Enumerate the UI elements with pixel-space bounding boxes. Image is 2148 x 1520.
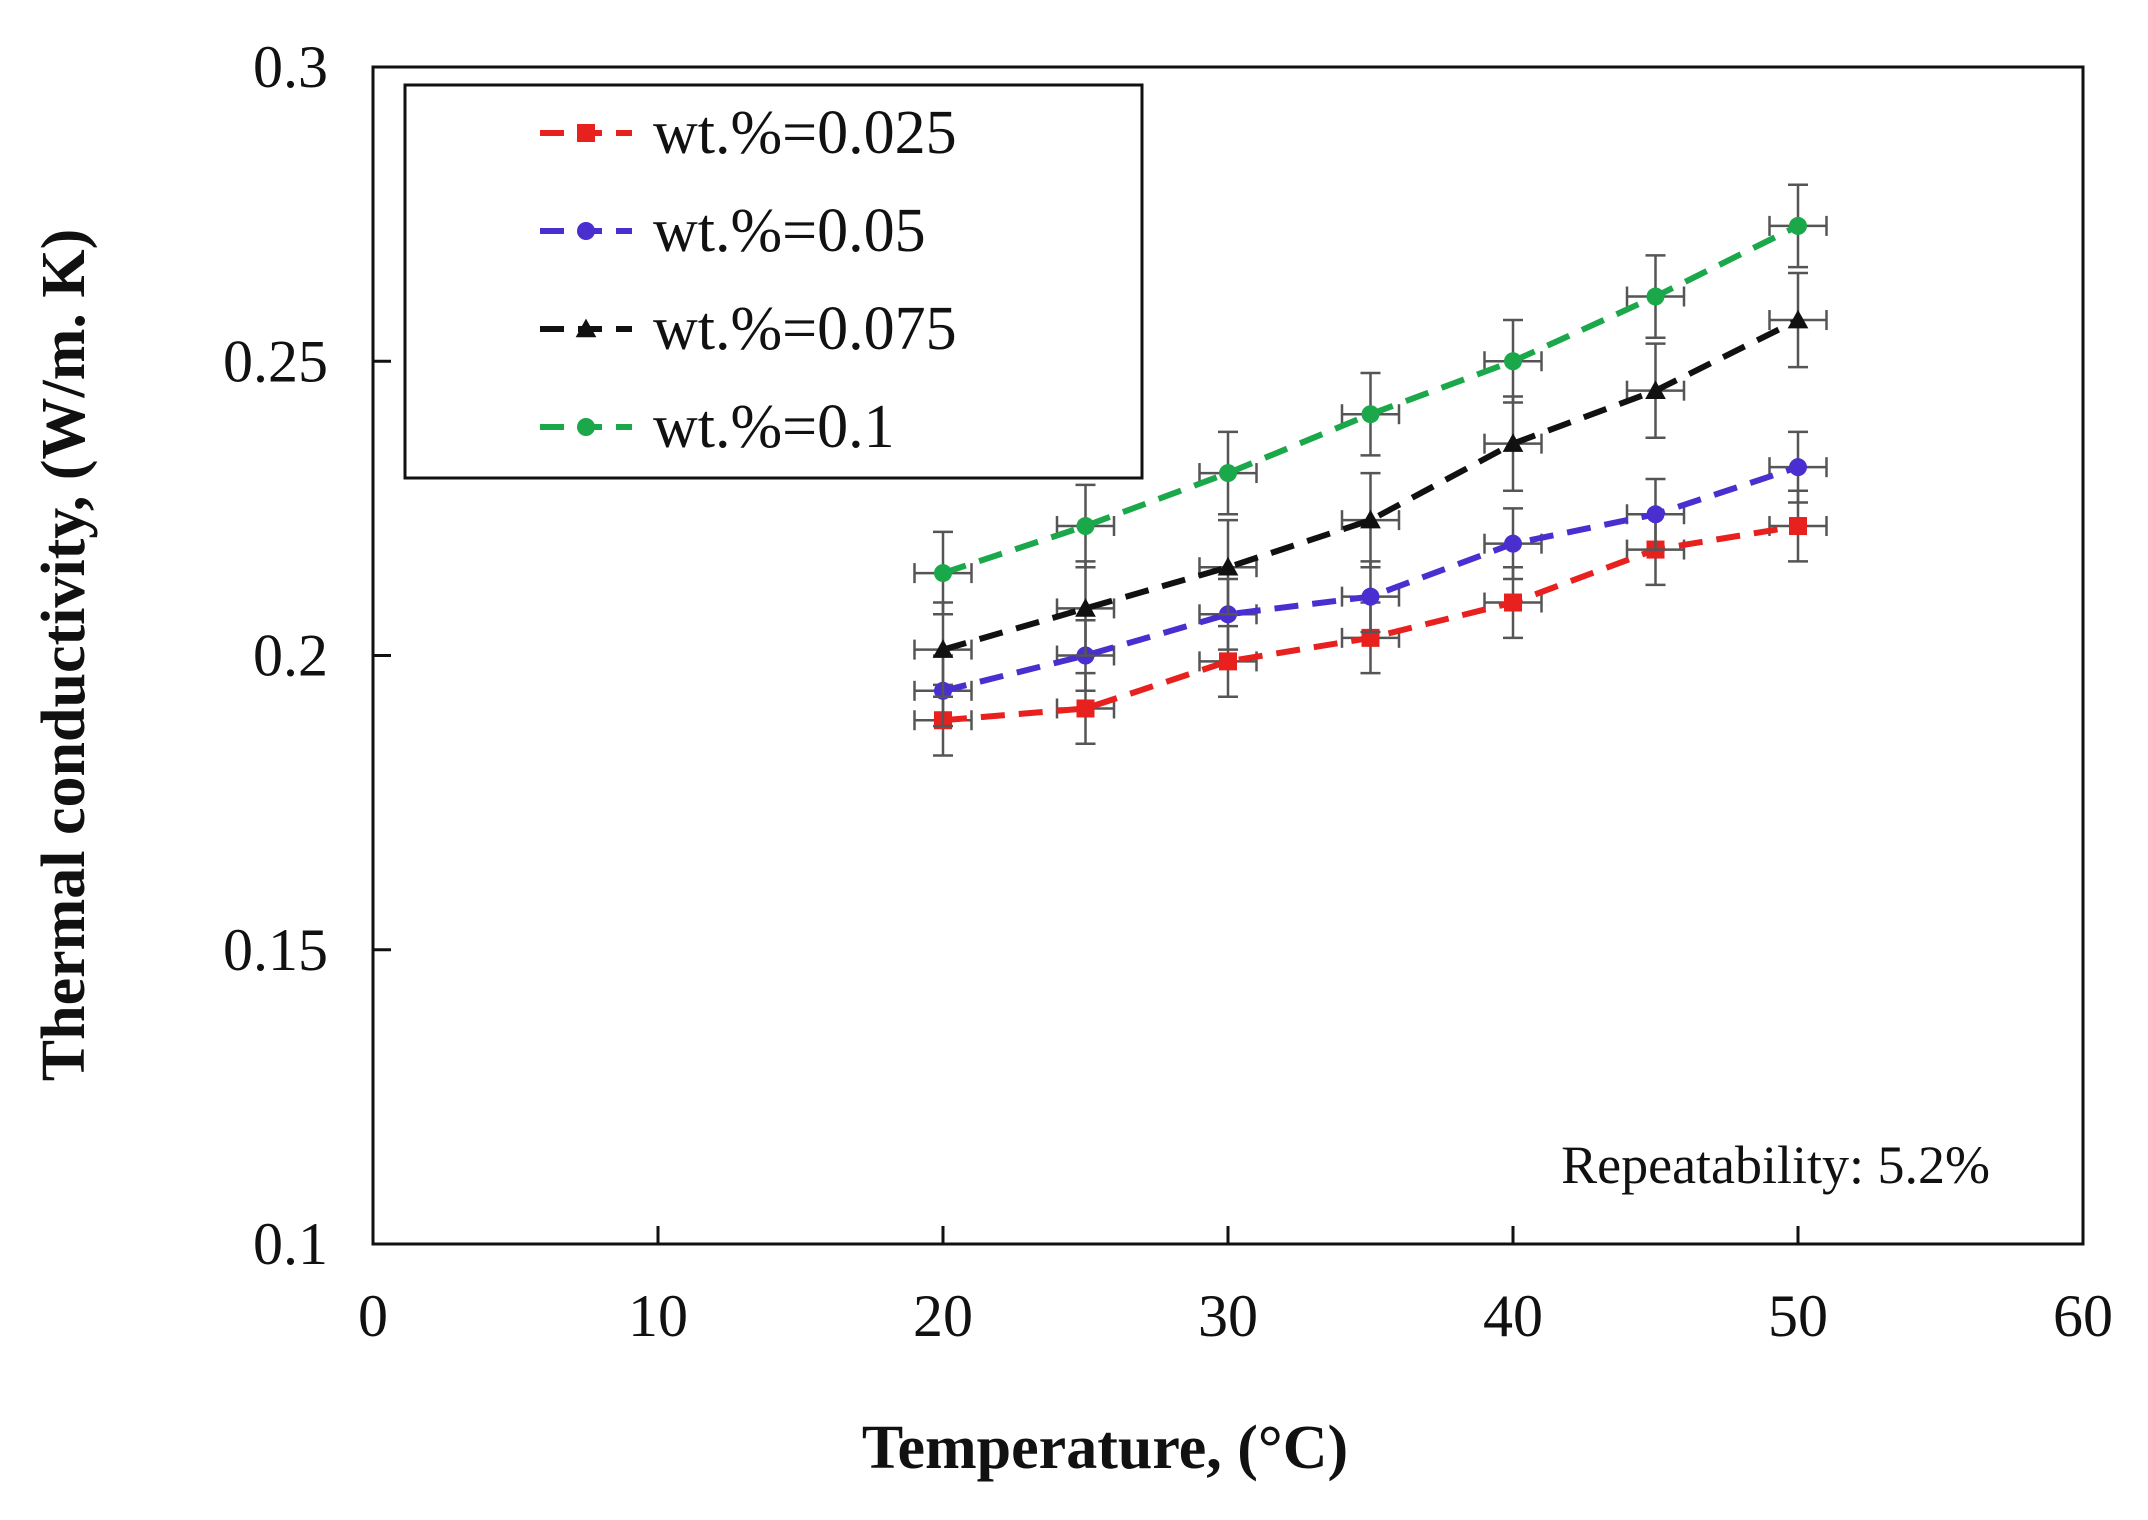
data-point xyxy=(1504,593,1522,612)
legend-label: wt.%=0.1 xyxy=(653,393,895,461)
x-tick-label: 40 xyxy=(1483,1283,1543,1349)
legend-entry: wt.%=0.1 xyxy=(540,393,895,461)
legend-entry: wt.%=0.05 xyxy=(540,197,926,265)
legend-swatch-marker xyxy=(575,318,597,338)
data-point xyxy=(1360,509,1381,529)
legend-entry: wt.%=0.025 xyxy=(540,99,957,167)
data-point xyxy=(1789,216,1807,235)
legend-label: wt.%=0.05 xyxy=(653,197,926,265)
y-tick-label: 0.2 xyxy=(253,623,328,689)
legend-box xyxy=(403,83,1144,480)
legend-swatch-marker xyxy=(577,418,595,436)
data-point xyxy=(1504,534,1522,553)
legend-label: wt.%=0.075 xyxy=(653,295,957,363)
data-point xyxy=(1789,517,1807,536)
data-point xyxy=(1361,628,1380,647)
data-point xyxy=(1504,352,1522,371)
y-tick-label: 0.3 xyxy=(253,34,328,100)
data-point xyxy=(1787,309,1809,329)
data-point xyxy=(934,564,952,583)
data-point xyxy=(1789,458,1807,477)
data-point xyxy=(1075,598,1096,617)
data-point xyxy=(932,639,954,658)
data-point xyxy=(1361,587,1380,606)
legend-label: wt.%=0.025 xyxy=(653,99,957,167)
data-point xyxy=(1646,287,1665,306)
x-tick-label: 60 xyxy=(2053,1283,2113,1349)
x-tick-label: 0 xyxy=(358,1283,388,1349)
data-point xyxy=(1217,556,1239,576)
y-tick-label: 0.25 xyxy=(223,328,328,394)
series-layer xyxy=(913,183,1828,757)
y-tick-label: 0.1 xyxy=(253,1211,328,1277)
data-point xyxy=(1219,464,1237,483)
x-tick-label: 10 xyxy=(628,1283,688,1349)
x-tick-label: 30 xyxy=(1198,1283,1258,1349)
x-axis: 0 10 20 30 40 50 60 xyxy=(358,1226,2113,1349)
data-point xyxy=(1076,699,1095,718)
series-wt-0-075 xyxy=(913,271,1828,698)
repeatability-annotation: Repeatability: 5.2% xyxy=(1561,1135,1990,1195)
y-tick-label: 0.15 xyxy=(223,917,328,983)
data-point xyxy=(1076,517,1095,536)
x-tick-label: 50 xyxy=(1768,1283,1828,1349)
data-point xyxy=(1219,652,1237,671)
y-axis: 0.1 0.15 0.2 0.25 0.3 xyxy=(223,34,391,1277)
series-wt-0-1 xyxy=(913,183,1828,616)
data-point xyxy=(1645,380,1666,399)
legend: wt.%=0.025 wt.%=0.05 wt.%=0.075 wt.%=0.1 xyxy=(403,83,1144,480)
data-point xyxy=(1361,405,1380,424)
x-axis-title: Temperature, (°C) xyxy=(862,1414,1348,1482)
legend-entry: wt.%=0.075 xyxy=(540,295,957,363)
data-point xyxy=(1502,433,1524,452)
legend-swatch-marker xyxy=(577,124,595,142)
legend-swatch-marker xyxy=(577,222,595,240)
y-axis-title: Thermal conductivity, (W/m. K) xyxy=(30,229,98,1081)
x-tick-label: 20 xyxy=(913,1283,973,1349)
data-point xyxy=(1646,505,1665,524)
